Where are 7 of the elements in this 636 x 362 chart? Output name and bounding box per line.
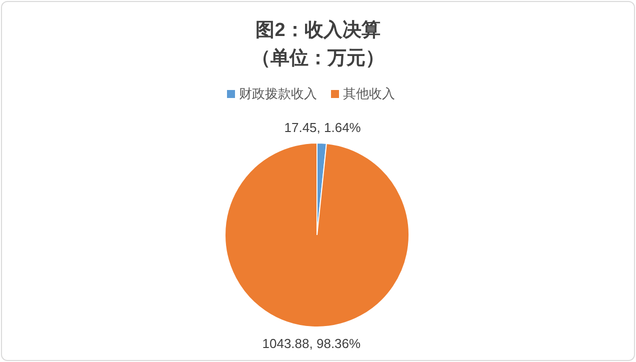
legend-label: 其他收入 [343,86,395,101]
chart-subtitle: （单位：万元） [252,47,384,69]
data-label: 1043.88, 98.36% [262,336,362,351]
chart-title: 图2：收入决算 [256,19,380,41]
legend-label: 财政拨款收入 [239,86,317,101]
pie-slice [224,142,410,328]
data-label: 17.45, 1.64% [284,120,362,136]
